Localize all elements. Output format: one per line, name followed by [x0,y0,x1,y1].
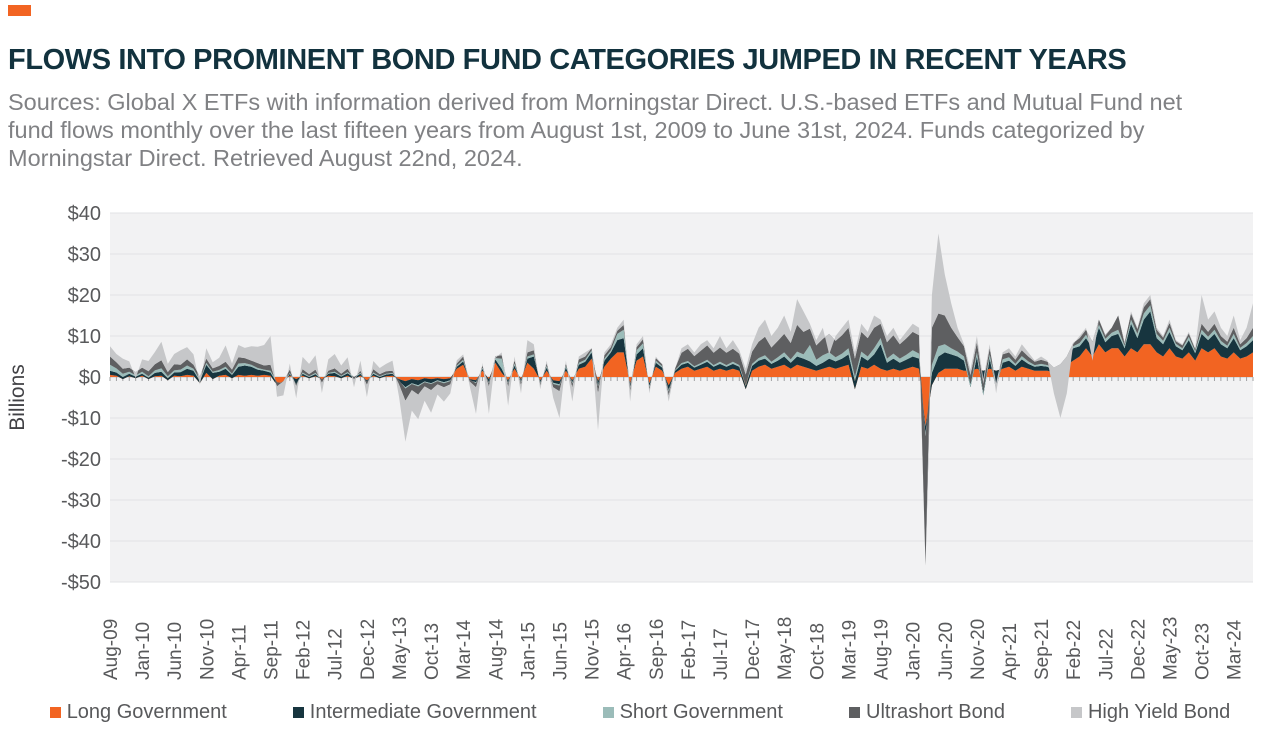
x-axis-tick-label: Jan-20 [904,622,925,680]
legend-swatch [49,706,61,718]
x-axis-tick-label: Jan-15 [518,622,539,680]
x-axis-tick-label: Apr-16 [615,623,636,680]
legend-swatch [602,706,614,718]
legend-item-intermediate-government: Intermediate Government [292,700,537,724]
legend-label: Ultrashort Bond [866,700,1005,723]
y-axis-tick-label: -$10 [61,408,101,430]
x-axis-tick-label: Mar-19 [839,620,860,680]
x-axis-tick-label: Jul-12 [326,628,347,680]
x-axis-tick-label: Oct-18 [807,623,828,680]
x-axis-tick-label: Mar-14 [454,619,475,680]
x-axis-tick-label: Aug-19 [872,619,893,680]
x-axis-tick-label: Dec-22 [1128,619,1149,680]
x-axis-tick-label: Jun-20 [936,622,957,680]
page-title: FLOWS INTO PROMINENT BOND FUND CATEGORIE… [8,44,1127,77]
y-axis-tick-label: $10 [68,326,101,348]
plot-background [110,213,1253,582]
brand-accent-bar [8,5,31,16]
legend-item-short-government: Short Government [602,700,783,724]
y-axis-tick-label: -$40 [61,531,101,553]
x-axis-tick-label: Nov-10 [197,619,218,680]
y-axis-tick-label: $0 [79,367,101,389]
area-ultrashort-bond [110,299,1253,566]
x-axis-tick-label: May-13 [390,617,411,680]
x-axis-tick-label: Feb-12 [294,620,315,680]
legend-item-high-yield-bond: High Yield Bond [1070,700,1231,724]
x-axis-tick-label: Apr-21 [1000,623,1021,680]
x-axis-tick-label: Jun-15 [550,622,571,680]
x-axis-tick-label: Oct-23 [1193,623,1214,680]
legend-item-long-government: Long Government [49,700,227,724]
x-axis-tick-label: Feb-17 [679,620,700,680]
x-axis-tick-label: Apr-11 [229,624,250,680]
x-axis-tick-label: Jan-10 [133,622,154,680]
y-axis-tick-label: $40 [68,203,101,225]
x-axis-tick-label: Jun-10 [165,622,186,680]
y-axis-tick-label: $20 [68,285,101,307]
legend-swatch [1070,706,1082,718]
legend-item-ultrashort-bond: Ultrashort Bond [849,701,1005,724]
x-axis-tick-label: Feb-22 [1064,620,1085,680]
chart-legend: Long Government Intermediate Government Sh… [0,696,1280,728]
y-axis-tick-label: -$20 [61,449,101,471]
x-axis-tick-label: Dec-17 [743,619,764,680]
x-axis-tick-label: Nov-15 [583,619,604,680]
legend-swatch [292,706,304,718]
legend-label: Short Government [619,700,783,723]
x-axis-tick-label: May-23 [1161,617,1182,680]
y-axis-tick-label: -$50 [61,572,101,594]
x-axis-tick-label: Sep-11 [262,620,283,680]
y-axis-tick-label: -$30 [61,490,101,512]
x-axis-tick-label: Aug-09 [101,619,122,680]
legend-swatch [849,706,860,718]
source-note: Sources: Global X ETFs with information … [8,88,1183,171]
x-axis-tick-label: Aug-14 [486,618,507,680]
x-axis-tick-label: Dec-12 [358,619,379,680]
x-axis-tick-label: Jul-17 [711,628,732,680]
legend-label: Intermediate Government [309,700,537,723]
legend-label: High Yield Bond [1087,700,1231,723]
x-axis-tick-label: Sep-21 [1032,619,1053,680]
x-axis-tick-label: Jul-22 [1096,628,1117,680]
x-axis-tick-label: Mar-24 [1225,619,1246,680]
x-axis-tick-label: Sep-16 [647,619,668,680]
x-axis-tick-label: May-18 [775,617,796,680]
legend-label: Long Government [66,700,227,723]
x-axis-tick-label: Nov-20 [968,619,989,680]
y-axis-title: Billions [6,364,29,431]
bond-flows-area-chart: $40 $30 $20 $10 $0 -$10 -$20 -$30 -$40 -$50 Aug-09… [6,203,1254,680]
area-long-government [110,344,1253,427]
x-axis-tick-label: Oct-13 [422,623,443,680]
y-axis-tick-label: $30 [68,244,101,266]
